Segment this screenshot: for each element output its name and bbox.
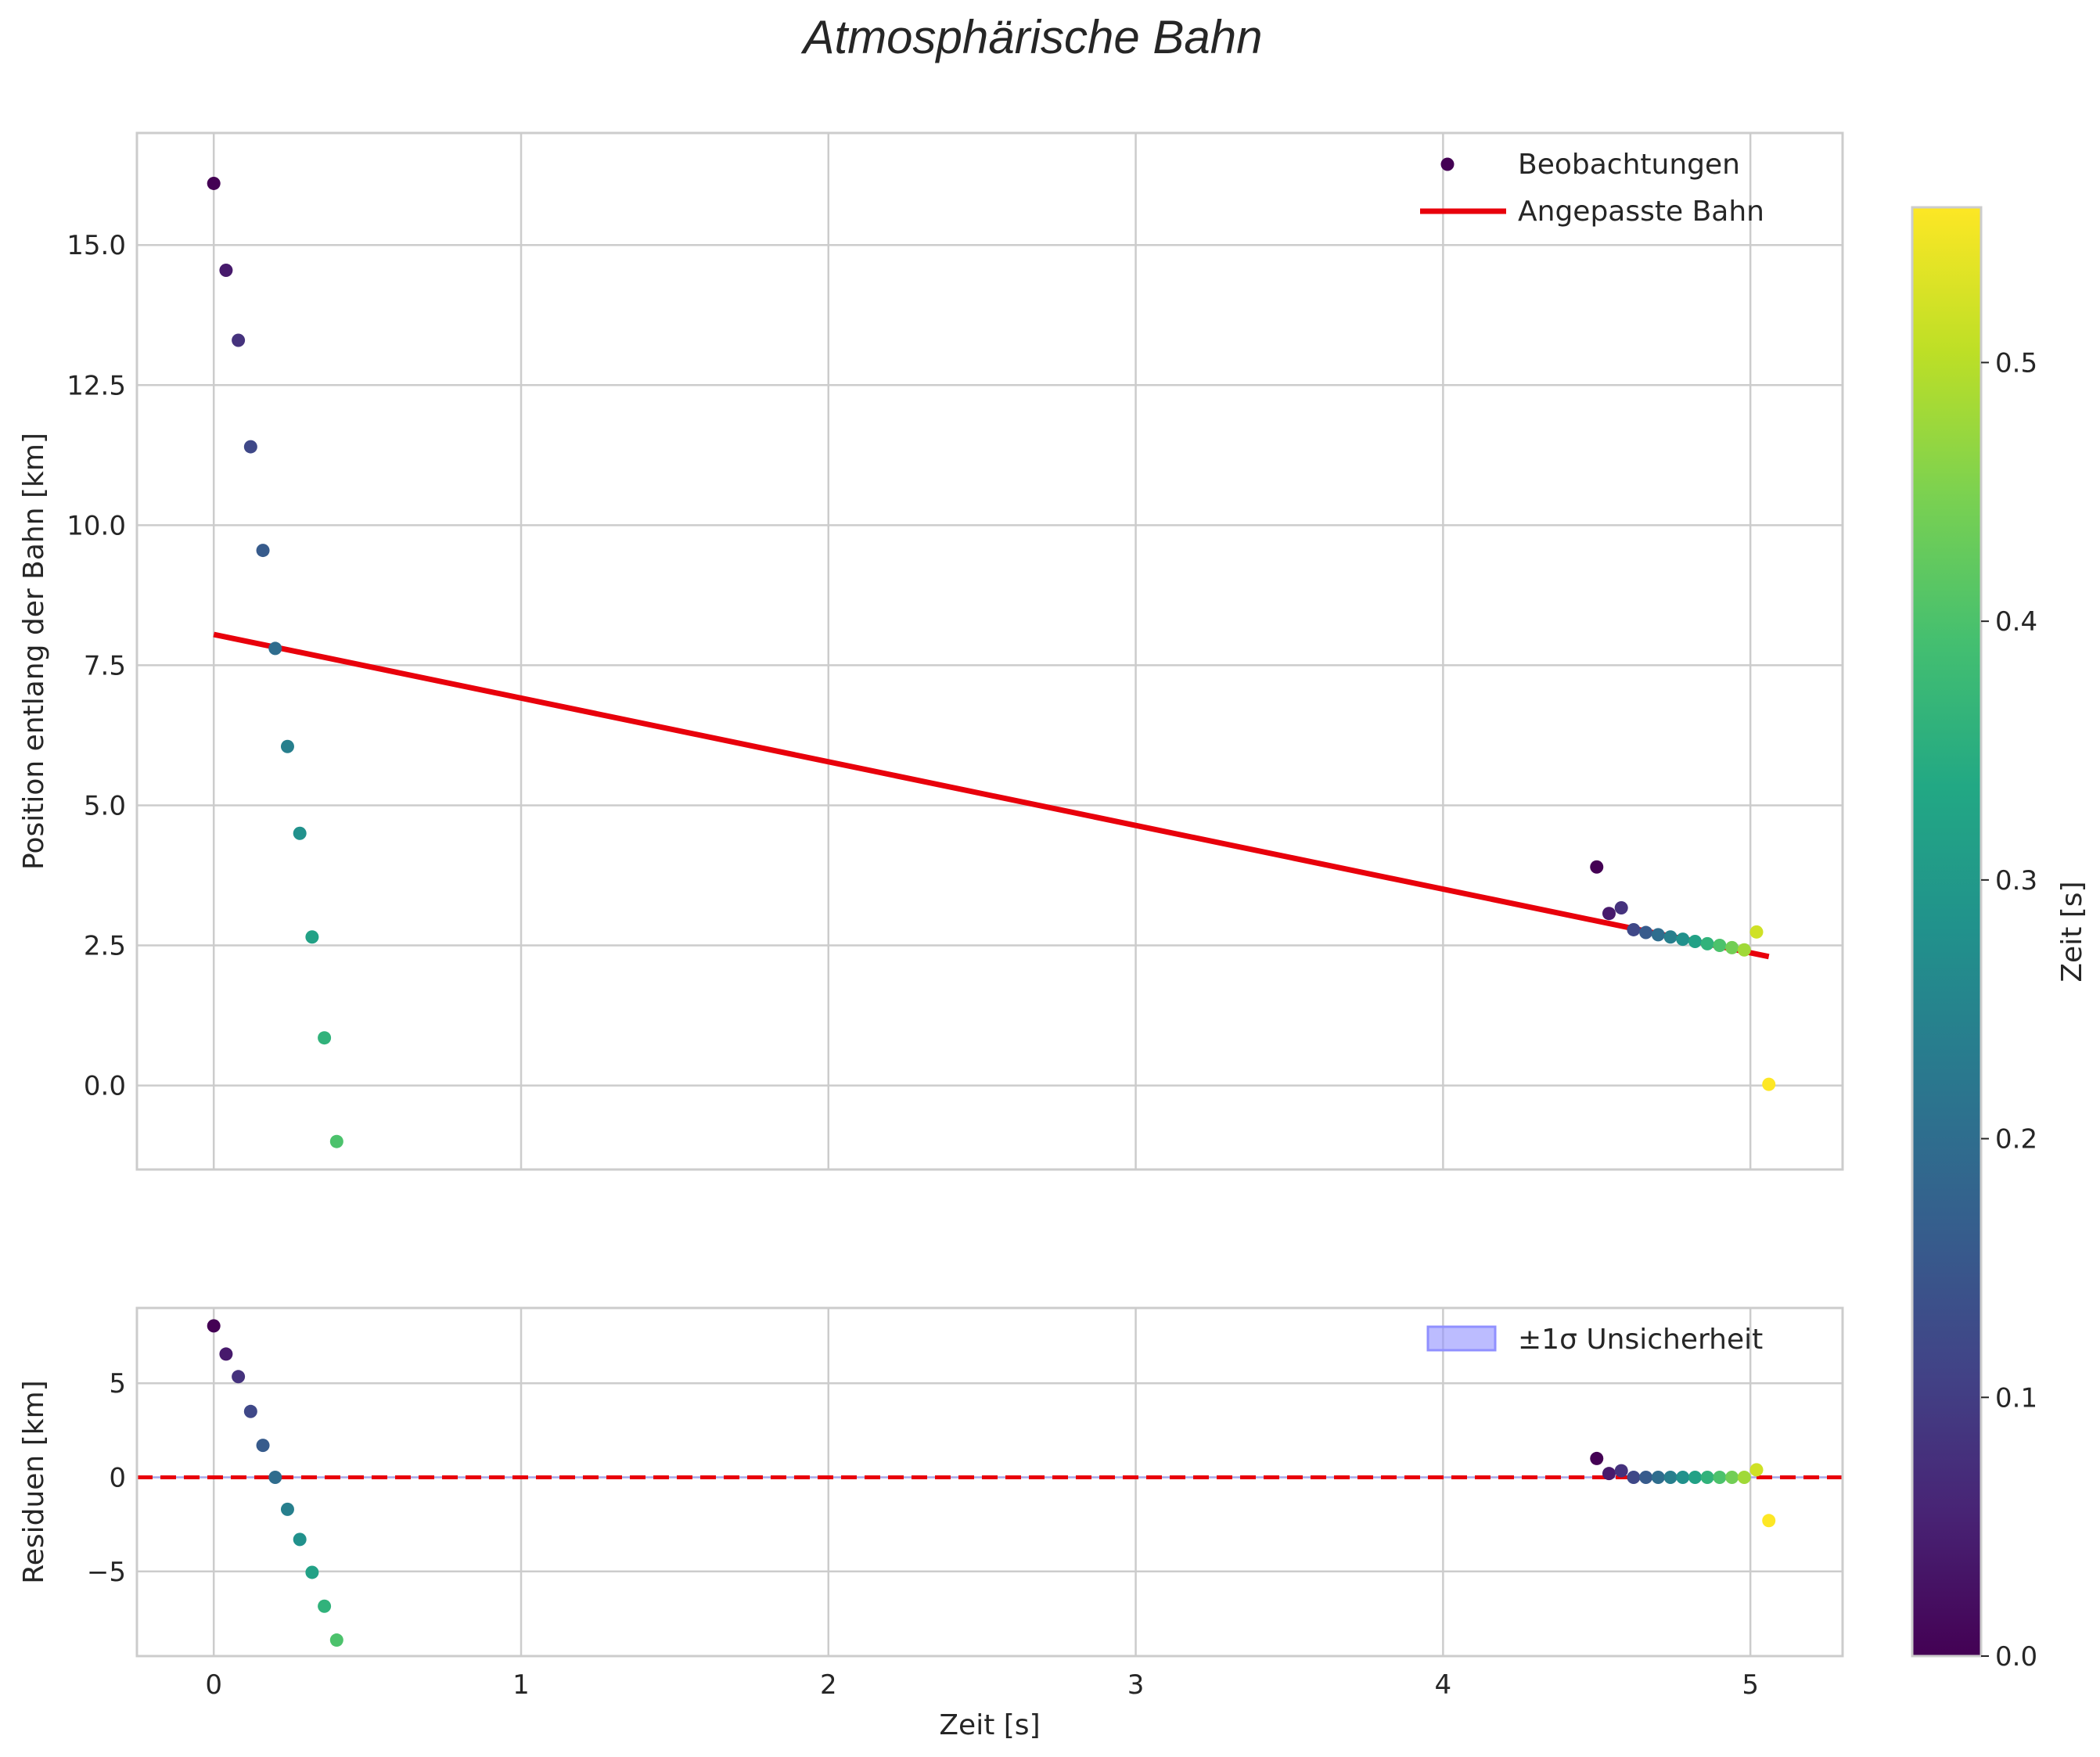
- colorbar-label: Zeit [s]: [2056, 881, 2088, 982]
- data-point: [256, 1439, 270, 1453]
- axes-frame: [135, 131, 1844, 1171]
- data-point: [318, 1031, 332, 1045]
- data-point: [280, 1502, 294, 1516]
- data-point: [1737, 1470, 1751, 1484]
- data-point: [1627, 922, 1641, 936]
- data-point: [207, 1319, 221, 1333]
- x-tick-label: 1: [512, 1669, 530, 1701]
- y-axis-label: Residuen [km]: [18, 1380, 50, 1583]
- data-point: [1688, 935, 1702, 948]
- colorbar-gradient: [1911, 206, 1983, 1658]
- y-tick-label: 0: [109, 1462, 126, 1493]
- data-point: [1762, 1514, 1776, 1528]
- data-point: [232, 1370, 246, 1384]
- data-point: [318, 1599, 332, 1613]
- chart-title: Atmosphärische Bahn: [801, 11, 1263, 63]
- y-tick-label: 0.0: [84, 1071, 126, 1102]
- data-point: [329, 1134, 343, 1148]
- colorbar-tick-label: 0.2: [1995, 1124, 2037, 1155]
- y-tick-label: −5: [87, 1557, 126, 1588]
- data-point: [293, 826, 307, 840]
- data-point: [1651, 1470, 1665, 1484]
- colorbar-tick-label: 0.5: [1995, 347, 2037, 379]
- colorbar-tick-label: 0.0: [1995, 1641, 2037, 1673]
- colorbar-tick-label: 0.1: [1995, 1382, 2037, 1414]
- axes-frame: [135, 1306, 1844, 1658]
- colorbar-tick-label: 0.4: [1995, 606, 2037, 638]
- data-point: [1725, 1470, 1739, 1484]
- data-point: [219, 1347, 233, 1361]
- data-point: [1713, 1470, 1727, 1484]
- data-point: [219, 263, 233, 277]
- data-point: [1713, 939, 1727, 953]
- x-tick-label: 0: [205, 1669, 222, 1701]
- data-point: [1737, 943, 1751, 957]
- data-point: [1590, 1451, 1604, 1465]
- data-point: [1749, 1463, 1764, 1477]
- data-point: [232, 333, 246, 347]
- data-point: [1602, 1467, 1616, 1481]
- data-point: [1590, 860, 1604, 874]
- data-point: [1762, 1077, 1776, 1091]
- y-tick-label: 5.0: [84, 790, 126, 821]
- y-tick-label: 2.5: [84, 931, 126, 962]
- x-tick-label: 4: [1435, 1669, 1452, 1701]
- y-tick-label: 12.5: [67, 370, 126, 401]
- data-point: [1614, 1464, 1628, 1478]
- x-axis-label: Zeit [s]: [939, 1709, 1040, 1741]
- data-point: [1639, 925, 1653, 940]
- data-point: [1663, 930, 1677, 944]
- data-point: [1614, 901, 1628, 915]
- data-point: [293, 1532, 307, 1547]
- data-point: [1749, 925, 1764, 939]
- data-point: [256, 544, 270, 558]
- data-point: [207, 176, 221, 190]
- main-plot: 0.0 2.5 5.0 7.5 10.0 12.5 15.0 Position entlang…: [18, 131, 1844, 1171]
- x-tick-label: 5: [1742, 1669, 1759, 1701]
- data-point: [268, 641, 282, 656]
- data-point: [305, 1565, 319, 1579]
- data-point: [243, 440, 257, 454]
- data-point: [1663, 1470, 1677, 1484]
- legend-patch-icon: [1426, 1325, 1497, 1352]
- y-tick-label: 10.0: [67, 510, 126, 541]
- data-point: [329, 1633, 343, 1647]
- data-point: [1639, 1470, 1653, 1484]
- legend-label: Beobachtungen: [1518, 149, 1740, 181]
- data-point: [1627, 1470, 1641, 1484]
- legend-marker-icon: [1440, 157, 1455, 171]
- legend-label: Angepasste Bahn: [1518, 196, 1764, 228]
- residuals-plot: −5 0 5 0 1 2 3 4 5 Residuen [km] Zeit [s] ±1σ Unsic…: [18, 1306, 1844, 1741]
- data-point: [1651, 928, 1665, 942]
- y-tick-label: 5: [109, 1368, 126, 1399]
- y-tick-label: 15.0: [67, 230, 126, 261]
- data-point: [1725, 940, 1739, 954]
- colorbar: Zeit [s] 0.0 0.1 0.2 0.3 0.4 0.5: [1911, 206, 2088, 1673]
- y-axis-label: Position entlang der Bahn [km]: [18, 433, 50, 870]
- data-point: [280, 739, 294, 753]
- colorbar-tick-label: 0.3: [1995, 865, 2037, 896]
- data-point: [243, 1404, 257, 1418]
- data-point: [1688, 1470, 1702, 1484]
- fitted-trajectory-line: [213, 631, 1770, 960]
- data-point: [1700, 936, 1714, 950]
- data-point: [1676, 932, 1690, 947]
- x-tick-label: 3: [1127, 1669, 1145, 1701]
- data-point: [268, 1470, 282, 1484]
- data-point: [1676, 1470, 1690, 1484]
- y-tick-label: 7.5: [84, 650, 126, 681]
- data-point: [1602, 907, 1616, 921]
- legend-label: ±1σ Unsicherheit: [1518, 1324, 1763, 1356]
- data-point: [305, 930, 319, 944]
- data-point: [1700, 1470, 1714, 1484]
- x-tick-label: 2: [820, 1669, 837, 1701]
